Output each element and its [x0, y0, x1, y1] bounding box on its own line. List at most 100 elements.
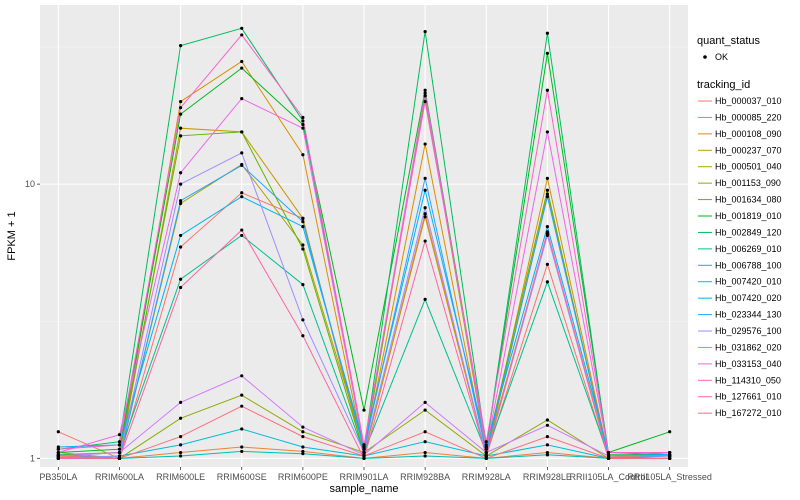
data-point — [240, 427, 244, 431]
legend-series-label: Hb_001634_080 — [715, 195, 782, 205]
data-point — [423, 450, 427, 455]
legend-series-label: Hb_000501_040 — [715, 162, 782, 172]
data-point — [117, 447, 122, 451]
data-point — [240, 26, 244, 30]
x-tick-label: RRIM928LA — [462, 472, 511, 482]
data-point — [301, 119, 305, 123]
data-point — [240, 393, 244, 397]
axes: 1 10 PB350LA RRIM600LA RRIM600LE RRIM600SE RRI… — [25, 179, 712, 482]
data-point — [179, 112, 183, 116]
data-point — [179, 245, 183, 249]
legend: quant_status tracking_id OK Hb_000037_010… — [697, 35, 782, 418]
legend-shape-label: OK — [715, 52, 728, 62]
data-point — [545, 280, 549, 284]
data-point — [423, 212, 427, 216]
data-point — [240, 97, 244, 101]
data-point — [301, 318, 305, 322]
data-point — [362, 450, 366, 455]
data-point — [179, 454, 183, 458]
chart-marks — [56, 26, 672, 460]
data-point — [301, 153, 305, 157]
x-tick-label: RRIM901LA — [339, 472, 388, 482]
plot-panel — [40, 5, 688, 467]
data-point — [362, 456, 366, 460]
color-legend-title: tracking_id — [697, 79, 750, 91]
data-point — [423, 188, 427, 192]
data-point — [117, 450, 122, 455]
data-point — [545, 233, 549, 238]
data-point — [240, 404, 244, 408]
legend-series-label: Hb_031862_020 — [715, 342, 782, 352]
data-point — [545, 450, 549, 455]
data-point — [545, 192, 549, 196]
data-point — [179, 233, 183, 238]
data-point — [301, 452, 305, 456]
data-point — [545, 31, 549, 35]
legend-series-label: Hb_000237_070 — [715, 145, 782, 155]
data-point — [301, 334, 305, 338]
data-point — [545, 176, 549, 180]
data-point — [362, 443, 366, 447]
data-point — [179, 106, 183, 110]
x-tick-label: RRIM600LE — [156, 472, 205, 482]
data-point — [484, 443, 488, 447]
data-point — [545, 51, 549, 55]
data-point — [545, 443, 549, 447]
data-point — [301, 430, 305, 434]
data-point — [240, 151, 244, 155]
data-point — [545, 88, 549, 92]
data-point — [240, 445, 244, 449]
data-point — [117, 440, 122, 444]
data-point — [240, 59, 244, 64]
data-point — [56, 456, 60, 460]
data-point — [301, 243, 305, 247]
data-point — [301, 435, 305, 439]
data-point — [117, 456, 122, 460]
data-point — [301, 216, 305, 220]
data-point — [56, 454, 60, 458]
data-point — [179, 99, 183, 104]
data-point — [668, 454, 672, 458]
data-point — [179, 400, 183, 404]
data-point — [423, 215, 427, 219]
data-point — [423, 297, 427, 301]
data-point — [484, 440, 488, 444]
legend-series-label: Hb_007420_010 — [715, 277, 782, 287]
data-point — [668, 430, 672, 434]
y-tick-label: 10 — [25, 179, 35, 189]
data-point — [484, 454, 488, 458]
legend-series-label: Hb_114310_050 — [715, 375, 781, 385]
x-tick-label: RRII105LA_Control — [570, 472, 648, 482]
data-point — [423, 88, 427, 92]
data-point — [240, 374, 244, 378]
x-tick-label: RRIM600PE — [278, 472, 328, 482]
data-point — [179, 201, 183, 206]
x-tick-label: RRIM600LA — [95, 472, 144, 482]
data-point — [179, 44, 183, 48]
data-point — [545, 418, 549, 422]
data-point — [606, 454, 611, 458]
data-point — [606, 450, 611, 455]
data-point — [179, 171, 183, 175]
data-point — [179, 435, 183, 439]
data-point — [423, 408, 427, 412]
data-point — [423, 142, 427, 146]
x-axis-title: sample_name — [329, 483, 398, 495]
data-point — [301, 247, 305, 251]
data-point — [301, 225, 305, 229]
data-point — [179, 416, 183, 420]
data-point — [423, 440, 427, 444]
data-point — [545, 435, 549, 439]
data-point — [179, 443, 183, 447]
legend-series-label: Hb_001153_090 — [715, 178, 781, 188]
data-point — [362, 454, 366, 458]
data-point — [117, 454, 122, 458]
legend-series-label: Hb_023344_130 — [715, 310, 782, 320]
data-point — [56, 430, 60, 434]
data-point — [301, 449, 305, 454]
data-point — [423, 239, 427, 243]
data-point — [606, 456, 611, 460]
x-tick-label: RRIM600SE — [217, 472, 267, 482]
y-tick-label: 1 — [30, 453, 35, 463]
legend-series-label: Hb_033153_040 — [715, 359, 782, 369]
